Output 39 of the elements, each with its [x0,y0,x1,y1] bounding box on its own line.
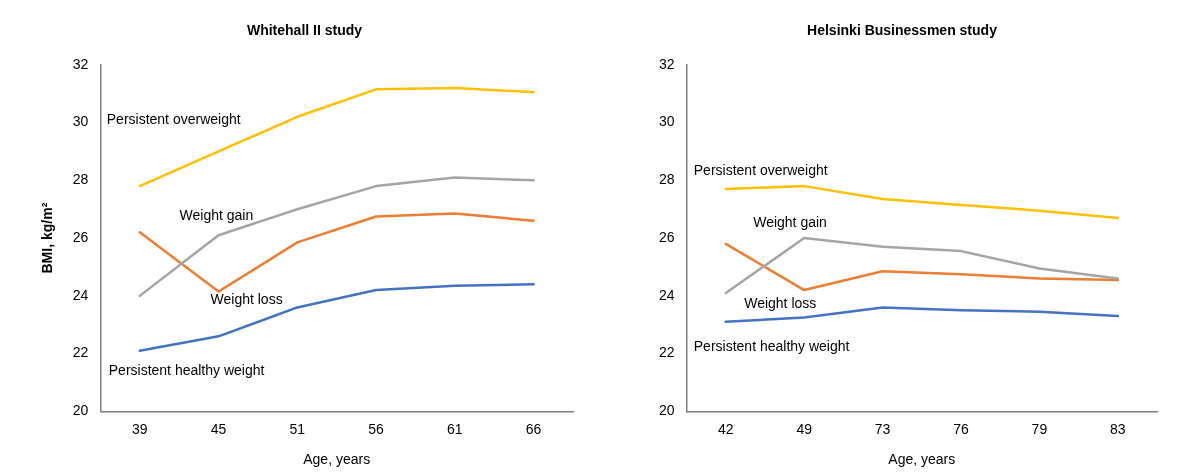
x-tick-label: 61 [447,420,463,437]
x-tick-label: 42 [717,420,734,437]
y-axis-title: BMI, kg/m² [39,202,56,274]
x-tick-label: 51 [289,420,306,437]
x-tick-label: 76 [953,420,969,437]
series-label: Persistent overweight [106,110,241,127]
y-tick-label: 20 [72,402,89,419]
series-label: Persistent healthy weight [108,361,265,378]
y-tick-label: 22 [658,344,675,361]
series-label: Weight gain [179,207,254,224]
y-tick-label: 22 [72,344,89,361]
y-tick-label: 32 [658,55,675,72]
x-tick-label: 73 [874,420,891,437]
x-tick-label: 56 [368,420,385,437]
x-tick-label: 45 [210,420,227,437]
y-tick-label: 28 [72,171,89,188]
y-tick-label: 24 [658,286,675,303]
x-tick-label: 39 [131,420,148,437]
y-tick-label: 30 [658,113,675,130]
y-tick-label: 28 [658,171,675,188]
x-tick-label: 66 [525,420,542,437]
series-label: Weight loss [744,294,817,311]
series-label: Weight gain [753,213,827,230]
x-tick-label: 79 [1031,420,1048,437]
x-tick-label: 49 [796,420,813,437]
y-tick-label: 26 [72,228,89,245]
x-tick-label: 83 [1110,420,1126,437]
y-tick-label: 30 [72,113,89,130]
x-axis-title: Age, years [888,451,956,468]
chart-title: Helsinki Businessmen study [807,22,998,39]
y-tick-label: 24 [72,286,89,303]
chart-title: Whitehall II study [246,22,363,39]
series-label: Persistent healthy weight [693,337,850,354]
y-tick-label: 26 [658,228,675,245]
y-tick-label: 20 [658,402,675,419]
series-label: Weight loss [210,291,283,308]
series-label: Persistent overweight [693,161,828,178]
y-tick-label: 32 [72,55,89,72]
x-axis-title: Age, years [303,451,371,468]
